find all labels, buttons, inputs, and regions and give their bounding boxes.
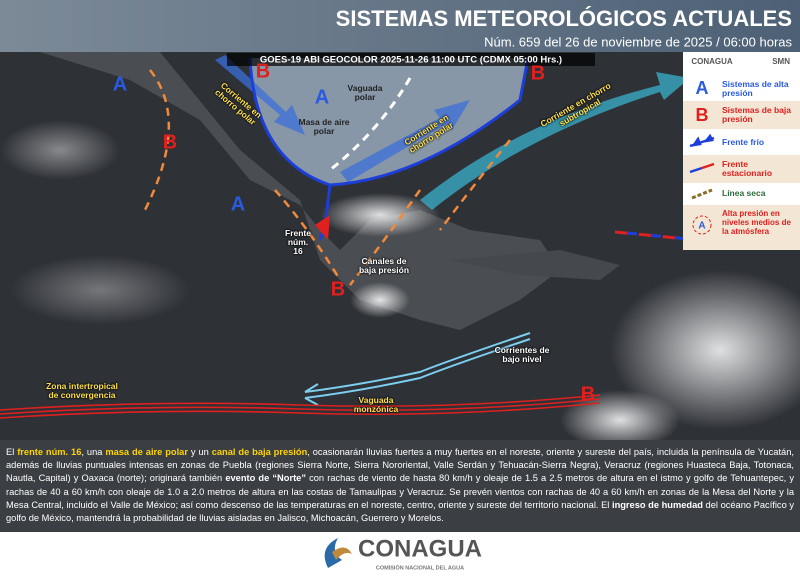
high-pressure: A xyxy=(113,73,127,95)
low-pressure: B xyxy=(581,383,595,405)
low-pressure: B xyxy=(256,60,270,82)
clouds xyxy=(350,282,410,318)
highlight: masa de aire polar xyxy=(105,447,188,457)
legend-icon xyxy=(691,188,713,200)
legend-icon xyxy=(701,162,715,170)
low-pressure: B xyxy=(331,278,345,300)
high-pressure: A xyxy=(315,86,329,108)
troughs xyxy=(143,69,511,286)
legend-row xyxy=(683,183,800,205)
land xyxy=(450,250,620,280)
description: El frente núm. 16, una masa de aire pola… xyxy=(6,446,794,525)
map-label: Masa de aire polar xyxy=(298,117,350,136)
clouds xyxy=(0,120,120,180)
legend-icon xyxy=(689,166,703,174)
clouds xyxy=(610,270,800,430)
map-label: Canales de baja presión xyxy=(358,256,410,275)
legend-row xyxy=(683,101,800,129)
low-level-currents xyxy=(304,332,531,406)
text: y un xyxy=(187,447,212,457)
subtropical-jet-arrow xyxy=(420,72,690,210)
legend-label: Frente frío xyxy=(722,137,765,147)
footer-logo: CONAGUA xyxy=(358,535,482,562)
logo: CONAGUA xyxy=(691,57,733,66)
clouds xyxy=(10,255,190,325)
legend-label: Frente estacionario xyxy=(722,159,773,178)
legend-row xyxy=(683,205,800,250)
footer-subtitle: COMISIÓN NACIONAL DEL AGUA xyxy=(376,563,464,571)
clouds xyxy=(560,390,680,450)
polar-trough xyxy=(329,77,412,172)
land xyxy=(40,52,560,330)
legend-label: Sistemas de baja presión xyxy=(722,105,791,124)
title: SISTEMAS METEOROLÓGICOS ACTUALES xyxy=(336,6,792,31)
polar-air-mass xyxy=(250,58,528,185)
high-pressure: A xyxy=(231,193,245,215)
front-symbol xyxy=(315,215,330,240)
map-label: Frente núm. 16 xyxy=(285,228,311,256)
legend-icon: B xyxy=(696,105,709,125)
pressure-letters: A B A B B A B B xyxy=(113,60,595,405)
legend-icon xyxy=(689,133,715,148)
map-label: Vaguada monzónica xyxy=(353,395,399,414)
map-label: Vaguada polar xyxy=(347,83,383,102)
text: , una xyxy=(81,447,106,457)
map-label: Corrientes de bajo nivel xyxy=(494,345,550,364)
text: El xyxy=(6,447,18,457)
legend-icon: A xyxy=(698,221,705,232)
legend-icon xyxy=(692,215,712,235)
legend-label: Alta presión en niveles medios de la atm… xyxy=(722,209,791,236)
legend-label: Sistemas de alta presión xyxy=(722,79,789,98)
caption: GOES-19 ABI GEOCOLOR 2025-11-26 11:00 UT… xyxy=(260,55,562,66)
text: del océano Pacífico y golfo de México, m… xyxy=(6,499,794,524)
monsoon-trough xyxy=(0,394,601,419)
legend-icon: A xyxy=(696,78,709,98)
caption-bg xyxy=(227,53,595,66)
text: , ocasionarán lluvias fuertes a muy fuer… xyxy=(6,447,794,484)
footer-emblem xyxy=(332,547,352,560)
text: con rachas de viento de hasta 80 km/h y … xyxy=(6,473,794,510)
description-bg xyxy=(0,440,800,532)
low-pressure: B xyxy=(531,62,545,84)
polar-jet-arrow xyxy=(215,55,305,135)
subtitle: Núm. 659 del 26 de noviembre de 2025 / 0… xyxy=(484,34,792,49)
footer-bg xyxy=(0,532,800,576)
highlight: canal de baja presión xyxy=(211,447,308,457)
emphasis: evento de “Norte” xyxy=(225,473,306,484)
legend-row xyxy=(683,73,800,101)
map-label: Zona intertropical de convergencia xyxy=(46,381,118,400)
cold-front xyxy=(248,57,530,187)
highlight: frente núm. 16 xyxy=(17,447,82,457)
polar-jet-arrow xyxy=(340,100,470,182)
header-band xyxy=(0,0,800,52)
legend-label: Línea seca xyxy=(722,188,766,198)
low-pressure: B xyxy=(163,131,177,153)
logo: SMN xyxy=(772,57,790,66)
emphasis: ingreso de humedad xyxy=(611,499,703,510)
